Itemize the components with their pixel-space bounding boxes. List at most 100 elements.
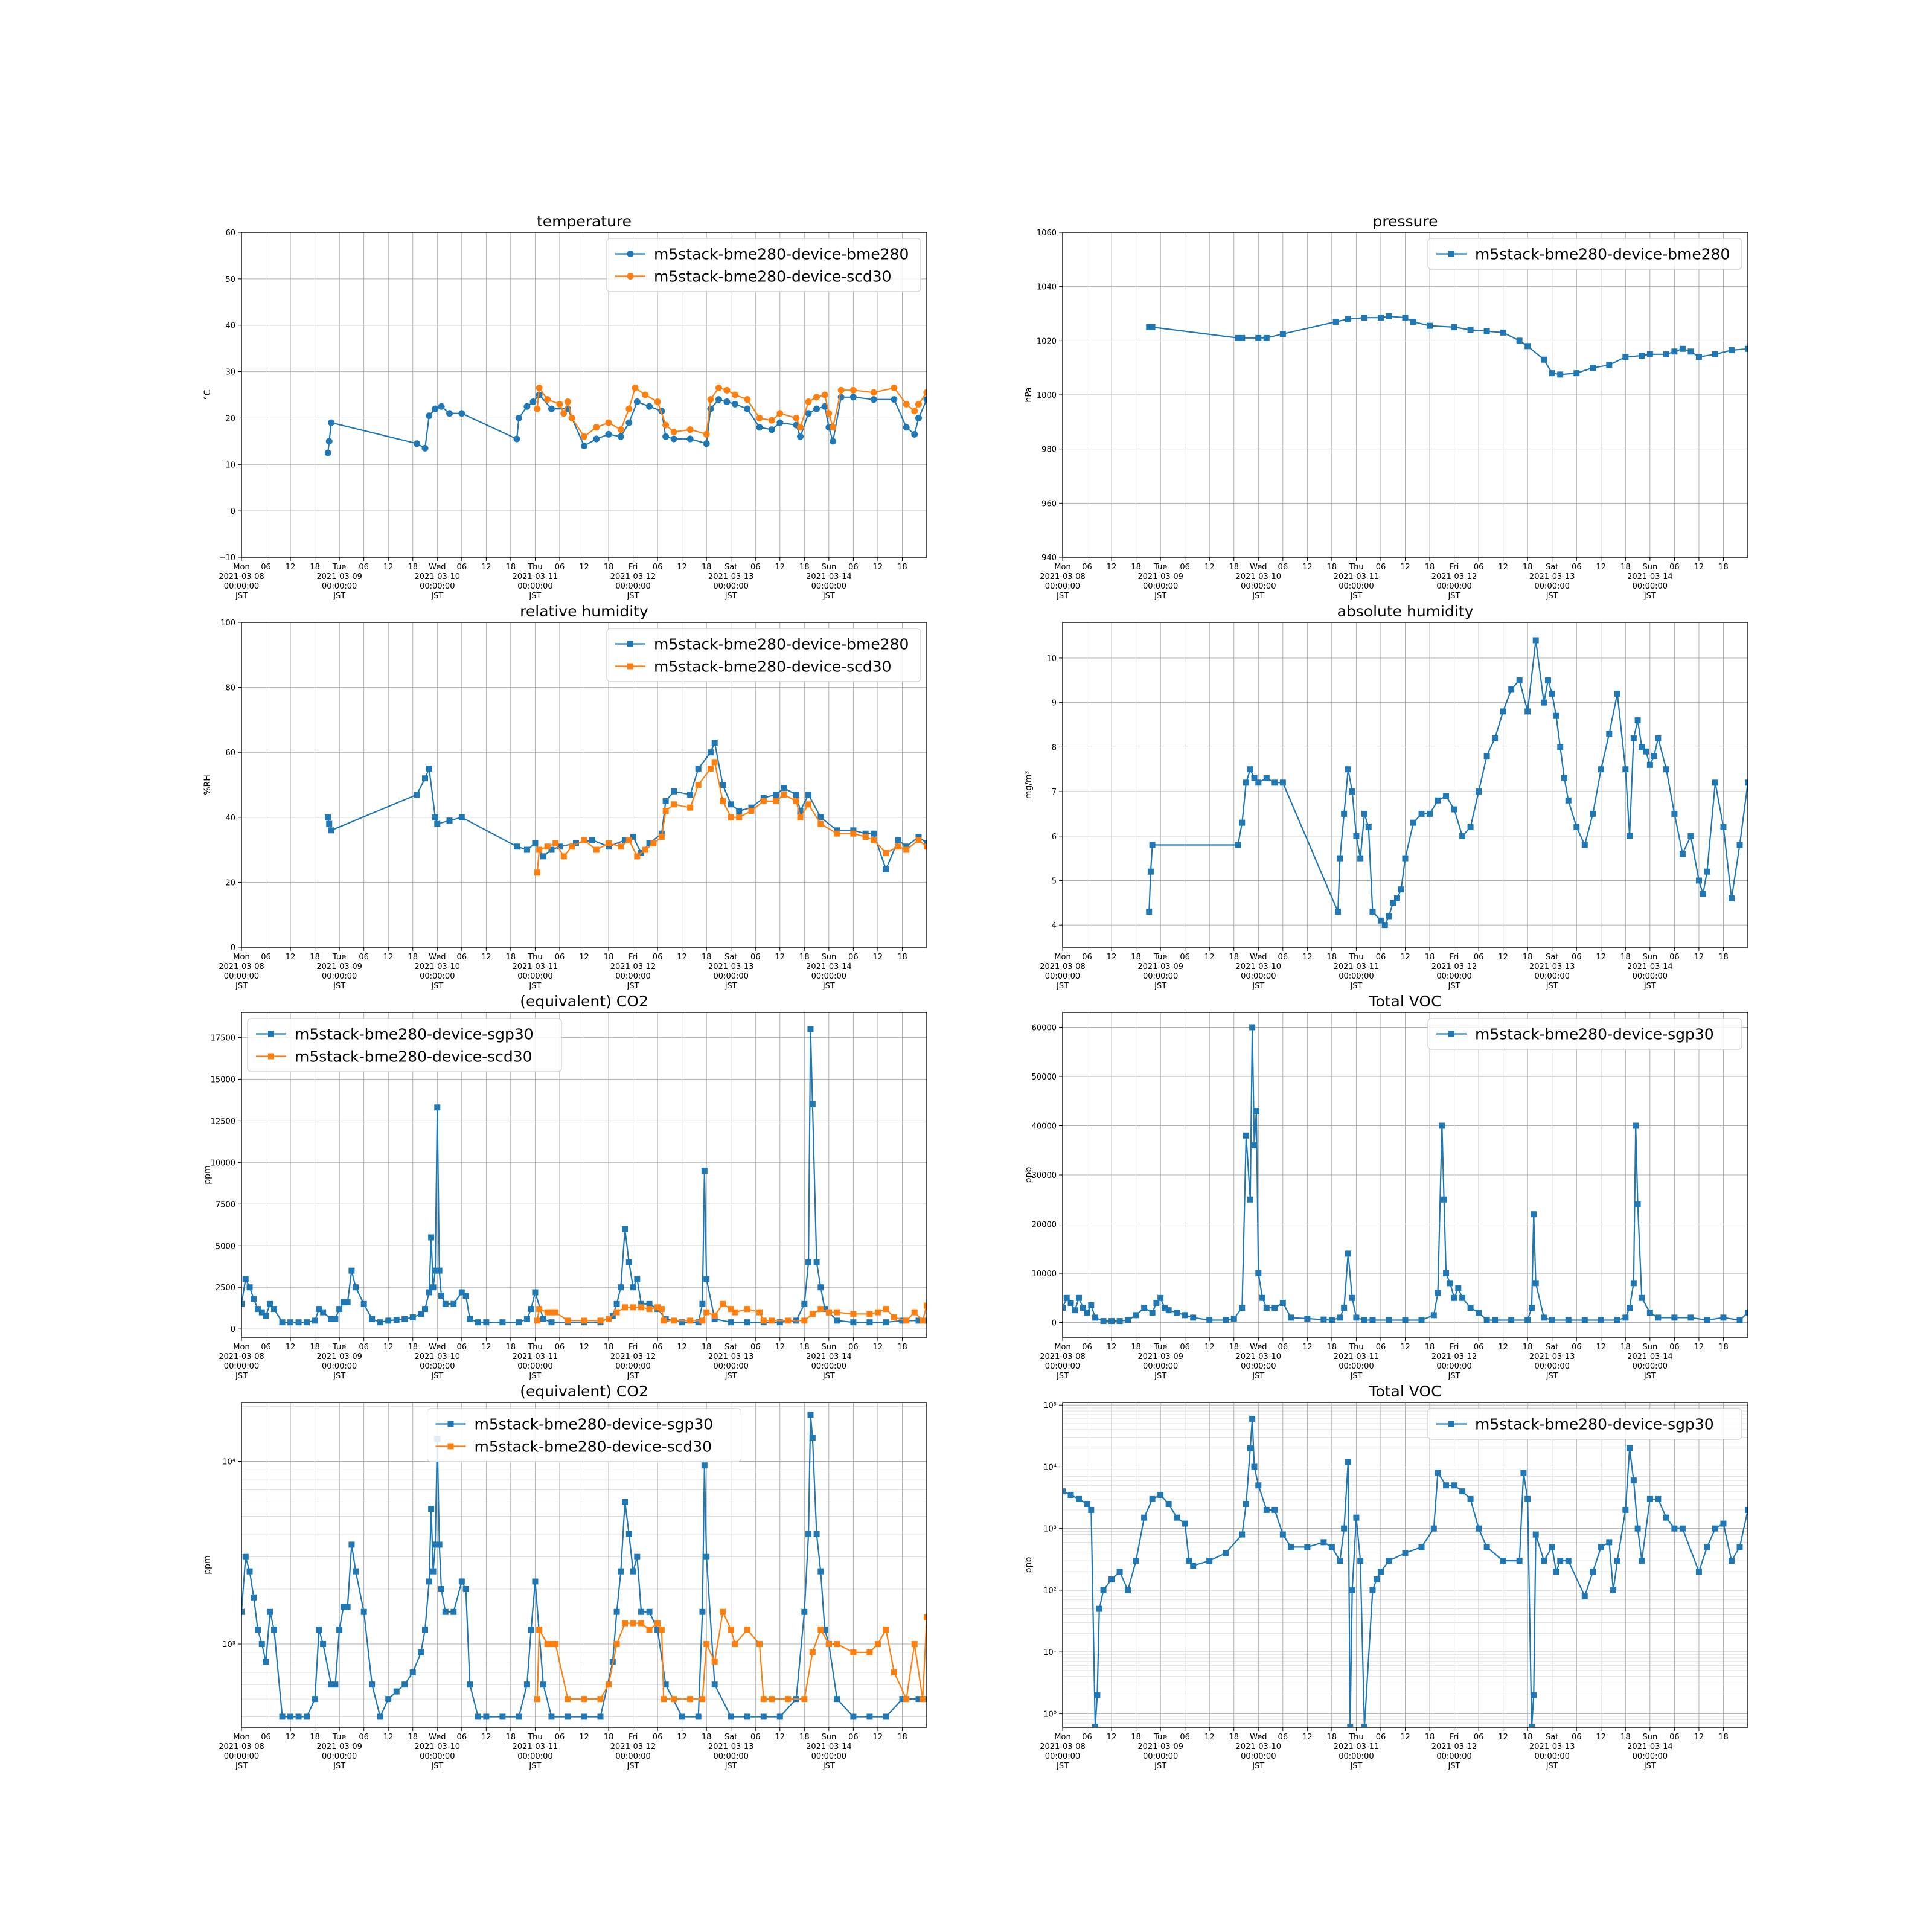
data-point bbox=[606, 1316, 612, 1322]
data-point bbox=[793, 792, 799, 798]
data-point bbox=[1190, 1563, 1197, 1569]
x-tick-label: 18 bbox=[1523, 1733, 1533, 1742]
data-point bbox=[532, 1289, 539, 1296]
y-tick-label: 40 bbox=[225, 814, 235, 823]
x-tick-label: 12 bbox=[579, 953, 589, 962]
data-point bbox=[581, 1713, 587, 1720]
data-point bbox=[1646, 1310, 1653, 1316]
data-point bbox=[1606, 731, 1613, 737]
data-point bbox=[1598, 766, 1604, 773]
y-axis-label: ppm bbox=[203, 1165, 213, 1184]
plot-frame bbox=[1062, 232, 1748, 558]
data-point bbox=[336, 1306, 343, 1313]
x-tick-label: 2021-03-12 bbox=[610, 1352, 656, 1361]
data-point bbox=[617, 433, 624, 440]
x-tick-label: 18 bbox=[1620, 1733, 1631, 1742]
data-point bbox=[781, 792, 787, 798]
data-point bbox=[1381, 922, 1388, 929]
x-tick-label: 12 bbox=[383, 1733, 394, 1742]
data-point bbox=[686, 435, 694, 443]
data-point bbox=[1386, 1317, 1392, 1323]
data-point bbox=[711, 1313, 718, 1319]
data-point bbox=[540, 853, 546, 860]
data-point bbox=[344, 1604, 351, 1610]
data-point bbox=[793, 798, 799, 804]
x-tick-label: JST bbox=[1349, 592, 1362, 601]
data-point bbox=[1573, 370, 1580, 377]
data-point bbox=[569, 843, 575, 850]
data-point bbox=[332, 1681, 339, 1688]
data-point bbox=[1393, 895, 1400, 901]
data-point bbox=[263, 1659, 269, 1665]
data-point bbox=[834, 827, 840, 834]
data-point bbox=[1451, 1482, 1457, 1489]
data-point bbox=[760, 1713, 767, 1720]
x-tick-label: 2021-03-11 bbox=[513, 572, 558, 581]
data-point bbox=[801, 1608, 808, 1615]
x-tick-label: 18 bbox=[1131, 953, 1141, 962]
data-point bbox=[1532, 1531, 1539, 1538]
data-point bbox=[1483, 1544, 1490, 1550]
data-point bbox=[622, 1226, 629, 1232]
data-point bbox=[438, 1585, 445, 1592]
data-point bbox=[662, 421, 670, 429]
x-tick-label: 18 bbox=[1718, 953, 1729, 962]
x-tick-label: 00:00:00 bbox=[322, 1362, 357, 1371]
data-point bbox=[817, 1284, 824, 1291]
x-tick-label: 12 bbox=[1498, 1733, 1508, 1742]
y-tick-label: 0 bbox=[231, 944, 235, 953]
y-tick-label: 8 bbox=[1052, 743, 1057, 752]
data-point bbox=[1581, 1593, 1588, 1599]
data-point bbox=[805, 410, 812, 417]
x-tick-label: 06 bbox=[653, 1343, 663, 1352]
data-point bbox=[654, 1304, 661, 1311]
data-point bbox=[903, 846, 910, 853]
x-tick-label: 12 bbox=[1596, 1733, 1607, 1742]
x-tick-label: Tue bbox=[1153, 563, 1167, 572]
data-point bbox=[552, 1641, 559, 1648]
x-tick-label: 00:00:00 bbox=[420, 972, 455, 981]
x-tick-label: 00:00:00 bbox=[1045, 1362, 1080, 1371]
x-tick-label: Sun bbox=[821, 1343, 836, 1352]
data-point bbox=[915, 400, 922, 408]
data-point bbox=[728, 1713, 734, 1720]
y-axis-label: °C bbox=[203, 389, 213, 400]
data-point bbox=[805, 801, 812, 808]
y-tick-label: 0 bbox=[231, 1325, 235, 1334]
data-point bbox=[1561, 775, 1567, 781]
x-tick-label: 00:00:00 bbox=[1339, 1752, 1374, 1761]
y-tick-label: 10⁴ bbox=[222, 1457, 235, 1467]
y-tick-label: −10 bbox=[219, 554, 235, 563]
data-point bbox=[605, 430, 612, 438]
x-tick-label: 12 bbox=[677, 1733, 687, 1742]
data-point bbox=[661, 1696, 667, 1703]
data-point bbox=[560, 410, 568, 417]
data-point bbox=[613, 1309, 620, 1316]
data-point bbox=[401, 1316, 408, 1322]
data-point bbox=[593, 846, 600, 853]
data-point bbox=[536, 391, 543, 398]
data-point bbox=[1435, 797, 1441, 804]
data-point bbox=[911, 1309, 918, 1316]
data-point bbox=[428, 1234, 435, 1241]
x-tick-label: 00:00:00 bbox=[1535, 582, 1570, 591]
x-tick-label: Sun bbox=[1642, 953, 1657, 962]
data-point bbox=[1263, 1305, 1270, 1311]
data-point bbox=[638, 1300, 645, 1307]
data-point bbox=[1524, 1317, 1531, 1323]
data-point bbox=[432, 405, 439, 412]
data-point bbox=[687, 1696, 694, 1703]
plot-area bbox=[242, 1026, 927, 1326]
x-tick-label: 2021-03-12 bbox=[1431, 962, 1477, 971]
x-tick-label: 06 bbox=[1474, 953, 1484, 962]
y-tick-label: 10000 bbox=[1032, 1270, 1057, 1279]
x-tick-label: 2021-03-09 bbox=[316, 962, 362, 971]
y-tick-label: 4 bbox=[1052, 921, 1057, 930]
data-point bbox=[242, 1608, 245, 1615]
data-point bbox=[1531, 1692, 1537, 1698]
data-point bbox=[1427, 810, 1433, 817]
data-point bbox=[618, 1568, 624, 1575]
data-point bbox=[707, 405, 714, 412]
x-tick-label: 2021-03-13 bbox=[1529, 1352, 1575, 1361]
data-point bbox=[1377, 917, 1384, 924]
